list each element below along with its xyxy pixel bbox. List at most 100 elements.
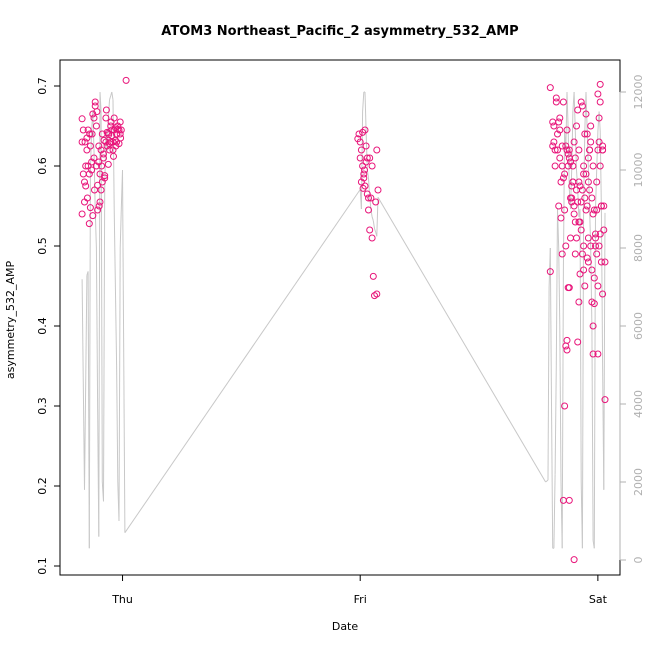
data-point xyxy=(107,122,115,130)
line-segment xyxy=(84,275,88,490)
data-point xyxy=(551,146,559,154)
line-segment xyxy=(566,91,569,132)
data-point xyxy=(590,300,598,308)
line-segment xyxy=(581,208,585,549)
line-segment xyxy=(579,208,582,483)
data-point xyxy=(563,346,571,354)
data-point xyxy=(573,234,580,242)
data-point xyxy=(368,162,376,170)
data-point xyxy=(78,210,86,218)
data-point xyxy=(580,170,588,178)
data-point xyxy=(565,146,573,154)
data-point xyxy=(582,110,590,118)
data-point xyxy=(600,202,608,210)
line-segment xyxy=(558,247,561,327)
data-point xyxy=(564,150,572,158)
data-point xyxy=(88,166,96,174)
data-point xyxy=(580,162,588,170)
line-segment xyxy=(586,130,589,171)
data-point xyxy=(571,218,579,226)
line-segment xyxy=(547,286,550,481)
line-segment xyxy=(593,208,596,549)
data-point xyxy=(86,142,94,150)
data-point xyxy=(100,150,107,158)
data-point xyxy=(569,178,577,186)
data-point xyxy=(599,290,607,298)
line-segment xyxy=(122,169,126,533)
line-segment xyxy=(559,325,562,483)
data-point xyxy=(355,130,363,138)
data-point xyxy=(575,298,583,306)
line-segment xyxy=(557,208,560,249)
data-point xyxy=(79,126,87,134)
data-point xyxy=(116,118,124,126)
data-point xyxy=(568,182,576,190)
line-segment xyxy=(372,220,375,229)
data-point xyxy=(584,234,592,242)
line-segment xyxy=(93,150,96,210)
line-segment xyxy=(589,208,592,249)
data-point xyxy=(583,254,591,262)
data-point xyxy=(563,146,571,154)
data-point xyxy=(593,250,601,258)
data-point xyxy=(122,76,130,84)
line-segment xyxy=(99,91,102,112)
data-point xyxy=(361,166,368,174)
line-segment xyxy=(554,364,557,475)
line-segment xyxy=(374,228,377,233)
line-segment xyxy=(119,208,122,249)
data-point xyxy=(556,154,564,162)
data-point xyxy=(101,172,109,180)
data-point xyxy=(580,266,588,274)
data-point xyxy=(84,126,92,134)
line-segment xyxy=(551,403,554,549)
data-point xyxy=(81,138,89,146)
y-tick-label: 0.5 xyxy=(36,237,49,255)
data-point xyxy=(571,250,579,258)
data-point xyxy=(584,178,592,186)
data-point xyxy=(587,122,595,130)
data-point xyxy=(100,136,108,144)
data-point xyxy=(565,284,573,292)
data-point xyxy=(551,162,559,170)
line-segment xyxy=(112,99,115,210)
data-point xyxy=(599,142,607,150)
y2-tick-label: 12000 xyxy=(632,75,645,110)
line-segment xyxy=(600,208,604,366)
data-point xyxy=(360,174,368,182)
data-point xyxy=(97,186,105,194)
data-point xyxy=(589,350,597,358)
data-point xyxy=(588,194,596,202)
data-point xyxy=(361,182,369,190)
data-point xyxy=(576,182,584,190)
data-point xyxy=(588,266,596,274)
data-point xyxy=(550,138,558,146)
data-point xyxy=(555,202,563,210)
y-tick-label: 0.7 xyxy=(36,77,49,95)
data-point xyxy=(366,226,374,234)
data-point xyxy=(590,274,598,282)
point-series-layer xyxy=(78,76,609,564)
data-point xyxy=(570,210,578,218)
data-point xyxy=(78,115,86,123)
data-point xyxy=(596,98,604,106)
plot-frame xyxy=(59,59,621,576)
data-point xyxy=(575,146,583,154)
data-point xyxy=(594,146,602,154)
data-point xyxy=(586,146,594,154)
line-segment xyxy=(362,91,365,112)
data-point xyxy=(565,496,573,504)
data-point xyxy=(595,242,603,250)
line-segment xyxy=(124,189,361,533)
data-point xyxy=(601,396,609,404)
line-segment xyxy=(567,130,570,190)
y2-tick-label: 10000 xyxy=(632,153,645,188)
data-point xyxy=(374,186,382,194)
data-point xyxy=(563,336,571,344)
data-point xyxy=(561,206,569,214)
data-point xyxy=(78,138,86,146)
data-point xyxy=(577,98,585,106)
data-point xyxy=(581,194,589,202)
data-point xyxy=(102,138,110,146)
